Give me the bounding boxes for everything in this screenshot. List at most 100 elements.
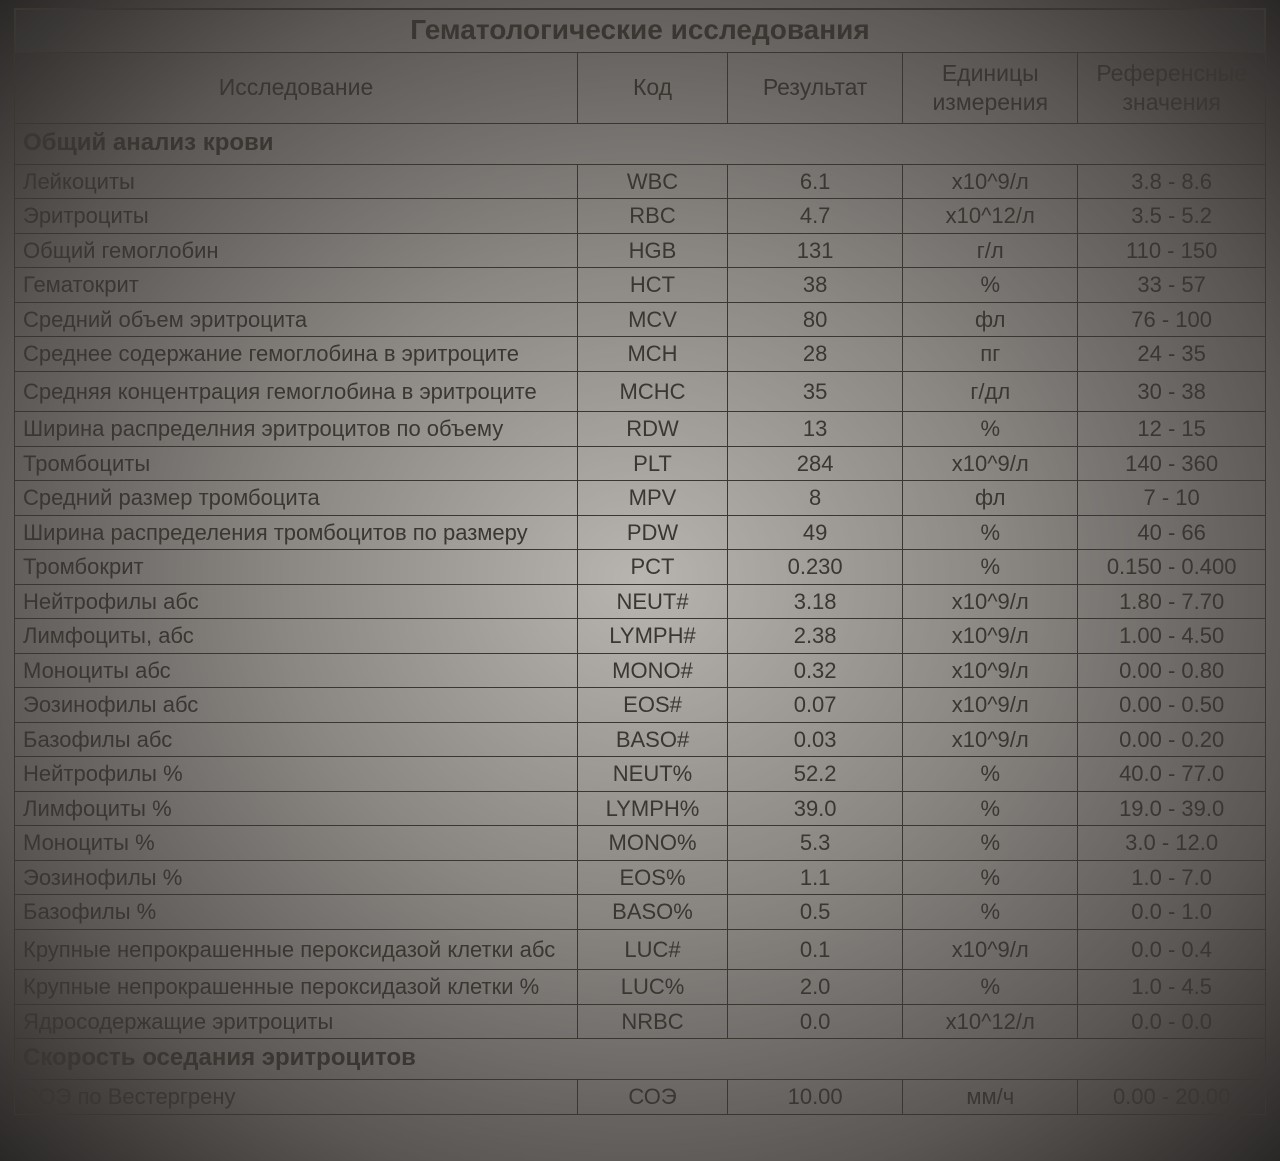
- cell-name: Моноциты %: [15, 826, 578, 861]
- cell-units: %: [903, 970, 1078, 1005]
- cell-units: x10^9/л: [903, 446, 1078, 481]
- table-row: ЭритроцитыRBC4.7x10^12/л3.5 - 5.2: [15, 199, 1266, 234]
- cell-ref: 3.8 - 8.6: [1078, 164, 1266, 199]
- cell-ref: 76 - 100: [1078, 302, 1266, 337]
- cell-code: HCT: [577, 268, 727, 303]
- cell-ref: 40 - 66: [1078, 515, 1266, 550]
- cell-units: x10^9/л: [903, 164, 1078, 199]
- cell-name: Лимфоциты %: [15, 791, 578, 826]
- cell-code: LYMPH%: [577, 791, 727, 826]
- cell-name: Нейтрофилы %: [15, 757, 578, 792]
- cell-result: 0.03: [728, 722, 903, 757]
- table-row: Эозинофилы %EOS%1.1%1.0 - 7.0: [15, 860, 1266, 895]
- cell-units: x10^9/л: [903, 722, 1078, 757]
- table-row: Среднее содержание гемоглобина в эритроц…: [15, 337, 1266, 372]
- cell-name: Средний размер тромбоцита: [15, 481, 578, 516]
- cell-name: Крупные непрокрашенные пероксидазой клет…: [15, 929, 578, 970]
- cell-units: %: [903, 757, 1078, 792]
- cell-ref: 0.00 - 0.80: [1078, 653, 1266, 688]
- cell-result: 38: [728, 268, 903, 303]
- table-row: ТромбокритPCT0.230%0.150 - 0.400: [15, 550, 1266, 585]
- lab-report-sheet: Гематологические исследования Исследован…: [14, 8, 1266, 1115]
- cell-units: x10^12/л: [903, 1004, 1078, 1039]
- cell-name: Эритроциты: [15, 199, 578, 234]
- cell-result: 13: [728, 412, 903, 447]
- cell-result: 8: [728, 481, 903, 516]
- cell-result: 4.7: [728, 199, 903, 234]
- cell-result: 284: [728, 446, 903, 481]
- cell-name: Ядросодержащие эритроциты: [15, 1004, 578, 1039]
- cell-ref: 3.5 - 5.2: [1078, 199, 1266, 234]
- cell-name: Общий гемоглобин: [15, 233, 578, 268]
- cell-units: мм/ч: [903, 1080, 1078, 1115]
- cell-ref: 12 - 15: [1078, 412, 1266, 447]
- cell-ref: 110 - 150: [1078, 233, 1266, 268]
- th-name: Исследование: [15, 53, 578, 124]
- th-ref: Референсные значения: [1078, 53, 1266, 124]
- cell-name: Базофилы %: [15, 895, 578, 930]
- section-header: Общий анализ крови: [15, 123, 1266, 164]
- table-row: Моноциты %MONO%5.3%3.0 - 12.0: [15, 826, 1266, 861]
- table-row: Ширина распределения тромбоцитов по разм…: [15, 515, 1266, 550]
- cell-code: RBC: [577, 199, 727, 234]
- cell-result: 0.230: [728, 550, 903, 585]
- table-row: Моноциты абсMONO#0.32x10^9/л0.00 - 0.80: [15, 653, 1266, 688]
- cell-ref: 0.150 - 0.400: [1078, 550, 1266, 585]
- cell-units: x10^12/л: [903, 199, 1078, 234]
- table-row: Общий гемоглобинHGB131г/л110 - 150: [15, 233, 1266, 268]
- cell-ref: 30 - 38: [1078, 371, 1266, 412]
- cell-units: %: [903, 895, 1078, 930]
- cell-ref: 33 - 57: [1078, 268, 1266, 303]
- cell-name: Среднее содержание гемоглобина в эритроц…: [15, 337, 578, 372]
- section-title: Общий анализ крови: [15, 123, 1266, 164]
- cell-units: фл: [903, 302, 1078, 337]
- cell-ref: 19.0 - 39.0: [1078, 791, 1266, 826]
- table-row: Средний размер тромбоцитаMPV8фл7 - 10: [15, 481, 1266, 516]
- table-row: Лимфоциты %LYMPH%39.0%19.0 - 39.0: [15, 791, 1266, 826]
- table-header-row: Исследование Код Результат Единицы измер…: [15, 53, 1266, 124]
- cell-code: PCT: [577, 550, 727, 585]
- th-units: Единицы измерения: [903, 53, 1078, 124]
- cell-code: СОЭ: [577, 1080, 727, 1115]
- cell-result: 1.1: [728, 860, 903, 895]
- cell-code: LUC%: [577, 970, 727, 1005]
- cell-code: PLT: [577, 446, 727, 481]
- cell-result: 35: [728, 371, 903, 412]
- th-result: Результат: [728, 53, 903, 124]
- cell-units: %: [903, 550, 1078, 585]
- cell-ref: 40.0 - 77.0: [1078, 757, 1266, 792]
- table-row: Базофилы %BASO%0.5%0.0 - 1.0: [15, 895, 1266, 930]
- cell-ref: 1.0 - 4.5: [1078, 970, 1266, 1005]
- cell-code: LYMPH#: [577, 619, 727, 654]
- table-row: Нейтрофилы абсNEUT#3.18x10^9/л1.80 - 7.7…: [15, 584, 1266, 619]
- table-row: Лимфоциты, абсLYMPH#2.38x10^9/л1.00 - 4.…: [15, 619, 1266, 654]
- cell-code: MONO%: [577, 826, 727, 861]
- cell-result: 2.38: [728, 619, 903, 654]
- cell-ref: 0.0 - 0.4: [1078, 929, 1266, 970]
- table-row: Ширина распределния эритроцитов по объем…: [15, 412, 1266, 447]
- table-row: Средняя концентрация гемоглобина в эритр…: [15, 371, 1266, 412]
- cell-ref: 24 - 35: [1078, 337, 1266, 372]
- cell-name: Средний объем эритроцита: [15, 302, 578, 337]
- cell-name: Лейкоциты: [15, 164, 578, 199]
- cell-ref: 1.00 - 4.50: [1078, 619, 1266, 654]
- cell-name: Гематокрит: [15, 268, 578, 303]
- cell-result: 10.00: [728, 1080, 903, 1115]
- cell-ref: 1.0 - 7.0: [1078, 860, 1266, 895]
- cell-name: Моноциты абс: [15, 653, 578, 688]
- table-row: ЛейкоцитыWBC6.1x10^9/л3.8 - 8.6: [15, 164, 1266, 199]
- cell-result: 0.0: [728, 1004, 903, 1039]
- cell-result: 6.1: [728, 164, 903, 199]
- cell-code: LUC#: [577, 929, 727, 970]
- table-row: Базофилы абсBASO#0.03x10^9/л0.00 - 0.20: [15, 722, 1266, 757]
- cell-result: 0.07: [728, 688, 903, 723]
- cell-code: NRBC: [577, 1004, 727, 1039]
- cell-name: Ширина распределения тромбоцитов по разм…: [15, 515, 578, 550]
- table-row: Ядросодержащие эритроцитыNRBC0.0x10^12/л…: [15, 1004, 1266, 1039]
- cell-units: %: [903, 860, 1078, 895]
- cell-name: Тромбокрит: [15, 550, 578, 585]
- cell-code: PDW: [577, 515, 727, 550]
- cell-result: 3.18: [728, 584, 903, 619]
- cell-code: NEUT#: [577, 584, 727, 619]
- cell-units: x10^9/л: [903, 688, 1078, 723]
